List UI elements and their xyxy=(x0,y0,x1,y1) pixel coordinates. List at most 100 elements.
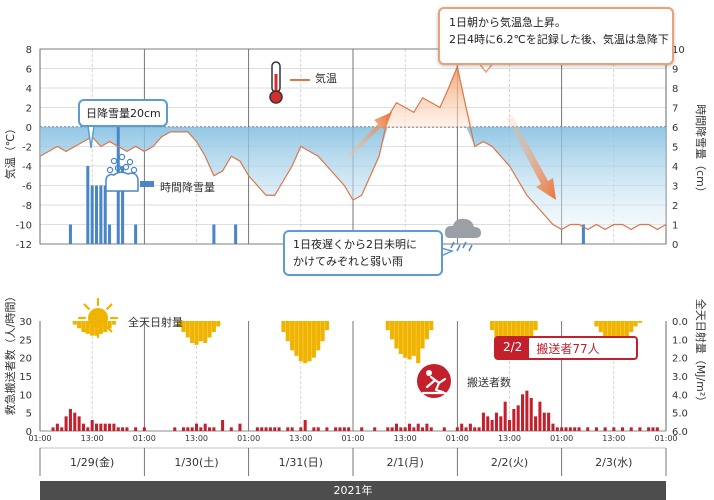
solar-bar xyxy=(637,321,642,323)
patient-bar xyxy=(142,427,146,431)
snowflake-dot xyxy=(110,157,118,165)
patient-bar xyxy=(621,427,625,431)
y-tick-label-temp: 6 xyxy=(26,65,32,76)
solar-bar xyxy=(524,321,529,349)
solar-bar xyxy=(407,321,412,360)
snowfall-callout: 日降雪量20cm xyxy=(78,99,168,127)
solar-bar xyxy=(394,321,399,349)
solar-bar xyxy=(320,321,325,342)
solar-bar xyxy=(90,321,95,336)
y-tick-label-temp: 2 xyxy=(26,104,32,115)
patient-bar xyxy=(194,423,199,431)
solar-bar xyxy=(81,321,86,332)
y2-tick-label-snow: 0 xyxy=(672,240,678,251)
y2-tick-label-snow: 2 xyxy=(672,201,678,212)
patient-bar xyxy=(173,427,177,431)
solar-bar xyxy=(316,321,321,351)
patient-bar xyxy=(121,427,125,431)
peak-text: 搬送者77人 xyxy=(536,342,600,356)
y2-tick-label-snow: 4 xyxy=(672,162,678,173)
patient-bar xyxy=(394,423,398,431)
y-tick-label-temp: -2 xyxy=(22,143,32,154)
y-tick-label-temp: 4 xyxy=(26,84,32,95)
solar-bar xyxy=(533,321,538,331)
temperature-rise-arrow xyxy=(346,112,392,159)
rain-drop xyxy=(456,244,461,252)
patient-bar xyxy=(255,427,259,431)
solar-bar xyxy=(624,321,629,338)
patient-bar xyxy=(564,427,568,431)
patient-bar xyxy=(525,390,529,431)
patient-bar xyxy=(638,427,642,431)
snowflake-dot xyxy=(130,166,138,174)
y-axis-title-temperature: 気温（℃） xyxy=(4,122,17,180)
snowflake-dot xyxy=(118,153,126,161)
x-tick-label: 13:00 xyxy=(185,434,208,443)
patient-bar xyxy=(99,423,103,431)
solar-bar xyxy=(390,321,395,340)
patient-bar xyxy=(403,427,407,431)
y2-axis-title-snowfall: 時間降雪量（cm） xyxy=(694,104,707,198)
patient-bar xyxy=(60,427,64,431)
patient-bar xyxy=(81,423,85,431)
day-label: 1/31(日) xyxy=(279,456,323,469)
rain-callout-line2: かけてみぞれと弱い雨 xyxy=(293,255,403,269)
patient-bar xyxy=(651,427,655,431)
x-tick-label: 01:00 xyxy=(28,434,51,443)
x-tick-label: 13:00 xyxy=(498,434,521,443)
patient-bar xyxy=(312,427,316,431)
year-footer: 2021年 xyxy=(40,481,666,500)
patient-bar xyxy=(386,427,390,431)
solar-bar xyxy=(629,321,634,332)
thermometer-bulb xyxy=(269,90,283,104)
patient-bar xyxy=(221,420,225,431)
day-label: 2/2(火) xyxy=(491,456,528,469)
patient-bar xyxy=(455,427,459,431)
patient-bar xyxy=(94,423,99,431)
solar-bar xyxy=(285,321,290,342)
patient-bar xyxy=(334,427,338,431)
patient-bar xyxy=(477,427,481,431)
solar-bar xyxy=(385,321,390,331)
patient-bar xyxy=(473,427,477,431)
patient-bar xyxy=(412,427,416,431)
sun-ray xyxy=(83,326,90,333)
snowfall-bar xyxy=(121,166,125,244)
patient-bar xyxy=(342,427,346,431)
patient-bar xyxy=(416,423,420,431)
patient-bar xyxy=(407,423,412,431)
patient-bar xyxy=(655,427,659,431)
thermometer-icon xyxy=(269,61,283,104)
snowfall-bar xyxy=(94,185,99,244)
legend-patients-label: 搬送者数 xyxy=(467,376,511,389)
snowflake-dot xyxy=(126,158,134,166)
snowfall-bar xyxy=(86,166,90,244)
y-tick-label-temp: -12 xyxy=(16,240,32,251)
solar-bar xyxy=(303,321,308,364)
patient-bar xyxy=(555,427,559,431)
solar-bar xyxy=(607,321,612,347)
solar-bar xyxy=(181,321,186,332)
patient-bar xyxy=(594,427,598,431)
solar-bar xyxy=(498,321,503,347)
solar-bar xyxy=(403,321,408,358)
patient-bar xyxy=(486,416,490,431)
patient-bar xyxy=(529,398,533,431)
snowfall-bar xyxy=(99,185,103,244)
temperature-fill xyxy=(40,66,666,230)
y2-tick-label-snow: 1 xyxy=(672,221,678,232)
patient-bar xyxy=(90,420,94,431)
solar-bar xyxy=(177,321,182,327)
y2-tick-label-snow: 5 xyxy=(672,143,678,154)
patient-bar xyxy=(560,427,564,431)
snowfall-bar xyxy=(103,185,107,244)
peak-date: 2/2 xyxy=(496,338,530,358)
y-tick-label-patients: 25 xyxy=(19,335,32,346)
solar-bar xyxy=(111,321,116,325)
figure-body xyxy=(421,375,447,395)
patient-bar xyxy=(325,427,329,431)
rain-drop xyxy=(468,244,473,252)
patient-bar xyxy=(68,409,72,431)
day-label: 1/30(土) xyxy=(174,456,218,469)
patient-bar xyxy=(116,427,120,431)
